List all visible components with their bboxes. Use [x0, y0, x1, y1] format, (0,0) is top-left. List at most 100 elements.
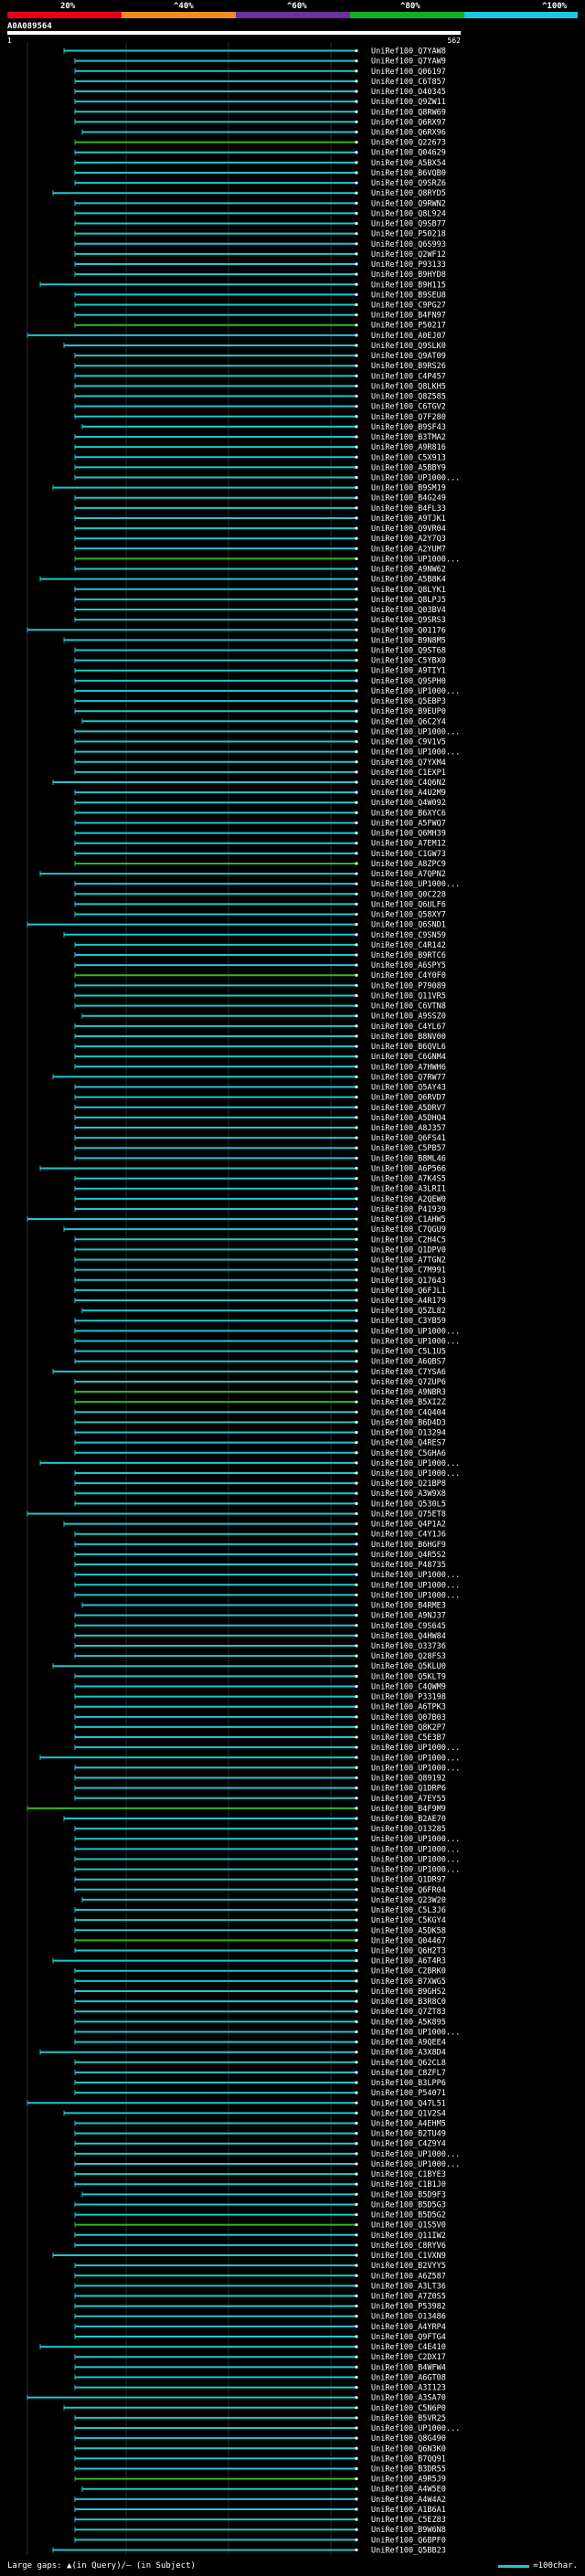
hit-label[interactable]: UniRef100_UP1000... [371, 473, 460, 482]
hit-label[interactable]: UniRef100_A7QPN2 [371, 870, 446, 879]
hit-label[interactable]: UniRef100_C4Y1J6 [371, 1531, 446, 1540]
hit-label[interactable]: UniRef100_A4U2M9 [371, 789, 446, 798]
hit-label[interactable]: UniRef100_A9R816 [371, 443, 446, 452]
hit-row[interactable]: UniRef100_B9EUP0 [74, 707, 446, 716]
hit-label[interactable]: UniRef100_B6HGF9 [371, 1541, 446, 1550]
hit-label[interactable]: UniRef100_Q7YXM4 [371, 758, 446, 768]
hit-row[interactable]: UniRef100_B5D9F3 [81, 2190, 446, 2200]
hit-label[interactable]: UniRef100_C9PG27 [371, 301, 446, 310]
hit-row[interactable]: UniRef100_C6GNM4 [74, 1053, 446, 1062]
hit-label[interactable]: UniRef100_A4W5E0 [371, 2486, 446, 2495]
hit-row[interactable]: UniRef100_A7TGN2 [74, 1256, 446, 1266]
hit-label[interactable]: UniRef100_A9TIY1 [371, 667, 446, 676]
hit-row[interactable]: UniRef100_A5BX54 [74, 159, 446, 168]
hit-row[interactable]: UniRef100_A9NBR3 [74, 1388, 446, 1397]
hit-label[interactable]: UniRef100_A7TGN2 [371, 1256, 446, 1266]
hit-row[interactable]: UniRef100_Q5BB23 [52, 2546, 446, 2555]
hit-row[interactable]: UniRef100_UP1000... [74, 2160, 460, 2169]
hit-label[interactable]: UniRef100_P53982 [371, 2303, 446, 2312]
hit-label[interactable]: UniRef100_B6D4D3 [371, 1418, 446, 1427]
hit-row[interactable]: UniRef100_A4R179 [74, 1297, 446, 1306]
hit-row[interactable]: UniRef100_UP1000... [74, 880, 460, 889]
hit-row[interactable]: UniRef100_B5D5G3 [74, 2200, 446, 2210]
hit-label[interactable]: UniRef100_B9H115 [371, 281, 446, 290]
hit-row[interactable]: UniRef100_A4W4A2 [74, 2496, 446, 2505]
hit-label[interactable]: UniRef100_C6T857 [371, 78, 446, 87]
hit-row[interactable]: UniRef100_C5N6P0 [63, 2404, 446, 2413]
hit-label[interactable]: UniRef100_Q7YAW8 [371, 48, 446, 57]
hit-label[interactable]: UniRef100_C4Z9Y4 [371, 2140, 446, 2149]
hit-label[interactable]: UniRef100_Q62CL8 [371, 2059, 446, 2068]
hit-row[interactable]: UniRef100_P41939 [74, 1205, 446, 1214]
hit-row[interactable]: UniRef100_Q75ET8 [27, 1510, 446, 1519]
hit-label[interactable]: UniRef100_Q04467 [371, 1936, 446, 1945]
hit-row[interactable]: UniRef100_B3DR55 [74, 2465, 446, 2475]
hit-row[interactable]: UniRef100_C9V1V5 [74, 738, 446, 747]
hit-label[interactable]: UniRef100_Q5BB23 [371, 2546, 446, 2555]
hit-label[interactable]: UniRef100_B4FL33 [371, 504, 446, 514]
hit-row[interactable]: UniRef100_B7QQ91 [74, 2454, 446, 2464]
hit-row[interactable]: UniRef100_Q07B03 [74, 1713, 446, 1723]
hit-row[interactable]: UniRef100_UP1000... [74, 2150, 460, 2159]
hit-label[interactable]: UniRef100_C4R142 [371, 941, 446, 950]
hit-row[interactable]: UniRef100_Q7ZT83 [74, 2008, 446, 2017]
hit-label[interactable]: UniRef100_C6VTN8 [371, 1002, 446, 1012]
hit-label[interactable]: UniRef100_UP1000... [371, 1764, 460, 1773]
hit-label[interactable]: UniRef100_A9QEE4 [371, 2039, 446, 2048]
hit-row[interactable]: UniRef100_C5L3J6 [74, 1906, 446, 1915]
hit-row[interactable]: UniRef100_A7EM12 [74, 840, 446, 849]
hit-label[interactable]: UniRef100_UP1000... [371, 1845, 460, 1854]
hit-row[interactable]: UniRef100_Q6C2Y4 [81, 717, 446, 726]
hit-row[interactable]: UniRef100_B9SEU8 [74, 291, 446, 300]
hit-label[interactable]: UniRef100_Q8RW69 [371, 108, 446, 117]
hit-row[interactable]: UniRef100_C4QWM9 [74, 1682, 446, 1691]
hit-row[interactable]: UniRef100_Q6FS41 [74, 1134, 446, 1143]
hit-row[interactable]: UniRef100_Q11VR5 [74, 991, 446, 1001]
hit-label[interactable]: UniRef100_B5VR25 [371, 2414, 446, 2423]
hit-label[interactable]: UniRef100_UP1000... [371, 1866, 460, 1875]
hit-row[interactable]: UniRef100_A5DHQ4 [74, 1114, 446, 1123]
hit-row[interactable]: UniRef100_A3X8D4 [39, 2049, 446, 2058]
hit-row[interactable]: UniRef100_C5L1U5 [74, 1348, 446, 1357]
hit-row[interactable]: UniRef100_Q6S993 [74, 240, 446, 249]
hit-label[interactable]: UniRef100_UP1000... [371, 555, 460, 564]
hit-label[interactable]: UniRef100_C2H4C5 [371, 1235, 446, 1245]
hit-row[interactable]: UniRef100_Q6SND1 [27, 921, 446, 930]
hit-label[interactable]: UniRef100_B9HYD8 [371, 270, 446, 280]
hit-row[interactable]: UniRef100_Q4RES7 [74, 1439, 446, 1448]
hit-row[interactable]: UniRef100_C5KGY4 [74, 1916, 446, 1925]
hit-label[interactable]: UniRef100_B6QVL6 [371, 1043, 446, 1052]
hit-row[interactable]: UniRef100_Q9ZW11 [74, 98, 446, 107]
hit-label[interactable]: UniRef100_Q23W20 [371, 1896, 446, 1905]
hit-label[interactable]: UniRef100_C5L3J6 [371, 1906, 446, 1915]
hit-label[interactable]: UniRef100_Q9ST68 [371, 646, 446, 655]
hit-label[interactable]: UniRef100_C5L1U5 [371, 1348, 446, 1357]
hit-label[interactable]: UniRef100_C9S645 [371, 1622, 446, 1631]
hit-label[interactable]: UniRef100_Q7YAW9 [371, 58, 446, 67]
hit-label[interactable]: UniRef100_Q6FJL1 [371, 1287, 446, 1296]
hit-row[interactable]: UniRef100_A7K4S5 [74, 1175, 446, 1184]
hit-row[interactable]: UniRef100_B6D4D3 [74, 1418, 446, 1427]
hit-label[interactable]: UniRef100_C5E3B7 [371, 1733, 446, 1743]
hit-row[interactable]: UniRef100_A8ZPC9 [74, 860, 446, 869]
hit-label[interactable]: UniRef100_Q47L51 [371, 2099, 446, 2108]
hit-label[interactable]: UniRef100_Q7F280 [371, 413, 446, 422]
hit-row[interactable]: UniRef100_Q6N3K0 [74, 2444, 446, 2454]
hit-label[interactable]: UniRef100_B8ML46 [371, 1154, 446, 1163]
hit-row[interactable]: UniRef100_Q0C228 [74, 890, 446, 899]
hit-label[interactable]: UniRef100_Q75ET8 [371, 1510, 446, 1519]
hit-label[interactable]: UniRef100_A7K4S5 [371, 1175, 446, 1184]
hit-label[interactable]: UniRef100_A6Z587 [371, 2272, 446, 2281]
hit-label[interactable]: UniRef100_Q9FTG4 [371, 2333, 446, 2342]
hit-row[interactable]: UniRef100_P50218 [74, 230, 446, 239]
hit-label[interactable]: UniRef100_A5FWQ7 [371, 819, 446, 828]
hit-label[interactable]: UniRef100_P48735 [371, 1561, 446, 1570]
hit-label[interactable]: UniRef100_UP1000... [371, 1459, 460, 1468]
hit-label[interactable]: UniRef100_A3SA70 [371, 2394, 446, 2403]
hit-label[interactable]: UniRef100_UP1000... [371, 2424, 460, 2433]
hit-row[interactable]: UniRef100_B5VR25 [74, 2414, 446, 2423]
hit-label[interactable]: UniRef100_B6XYC6 [371, 809, 446, 818]
hit-label[interactable]: UniRef100_B9RTC6 [371, 951, 446, 960]
hit-row[interactable]: UniRef100_A4YRP4 [74, 2323, 446, 2332]
hit-row[interactable]: UniRef100_A6P566 [39, 1164, 446, 1173]
